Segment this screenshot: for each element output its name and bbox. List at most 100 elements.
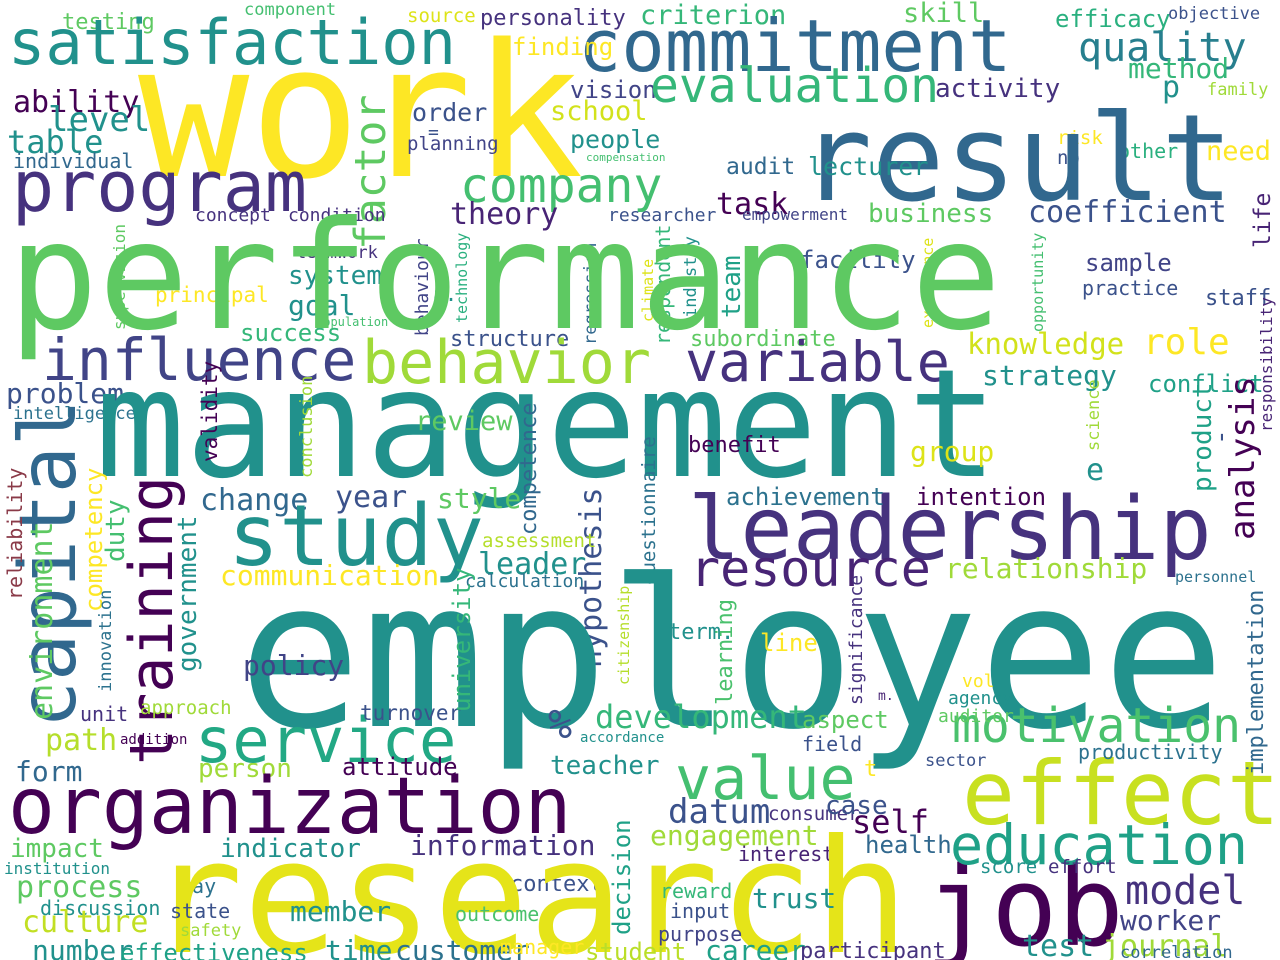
- word-customer: customer: [395, 934, 530, 960]
- word-task: task: [716, 187, 789, 222]
- word-objective: objective: [1168, 4, 1261, 24]
- word-aspect: aspect: [802, 706, 889, 734]
- word-t: t: [864, 757, 878, 782]
- word-journal: journal: [1102, 929, 1229, 960]
- word-discussion: discussion: [40, 896, 161, 920]
- word-government: government: [173, 515, 203, 672]
- word-reward: reward: [660, 879, 733, 903]
- word-e: e: [1086, 453, 1105, 488]
- word-condition: condition: [288, 205, 386, 226]
- word-conflict: conflict: [1148, 370, 1264, 398]
- word-consumer: consumer: [768, 803, 860, 825]
- word-variable: variable: [685, 330, 950, 394]
- word-decision: decision: [608, 819, 636, 935]
- word-correlation: correlation: [1120, 943, 1233, 960]
- word-impact: impact: [10, 834, 104, 864]
- word-person: person: [198, 754, 292, 784]
- word-theory: theory: [450, 197, 559, 232]
- word-evaluation: evaluation: [650, 58, 939, 114]
- word-teacher: teacher: [550, 751, 660, 781]
- word-goal: goal: [288, 289, 356, 322]
- word-manager: manager: [500, 935, 585, 959]
- word-implementation: implementation: [1244, 589, 1269, 775]
- word-activity: activity: [935, 74, 1061, 104]
- word-method: method: [1128, 52, 1230, 85]
- word-conclusion: conclusion: [297, 375, 317, 478]
- word-addition: addition: [120, 732, 188, 748]
- word-accordance: accordance: [580, 730, 665, 746]
- word-ability: ability: [13, 85, 140, 120]
- word-value: value: [675, 744, 856, 814]
- word-state: state: [170, 899, 231, 923]
- word-communication: communication: [220, 559, 440, 592]
- word-learning: learning: [713, 599, 738, 705]
- word-teamwork: teamwork: [296, 243, 378, 263]
- word-worker: worker: [1120, 904, 1222, 937]
- word-unit: unit: [80, 702, 129, 726]
- word-success: success: [240, 319, 342, 347]
- word-organization: organization: [8, 762, 572, 852]
- word-risk: risk: [1057, 127, 1103, 149]
- word-turnover: turnover: [360, 701, 462, 725]
- word-relationship: relationship: [945, 552, 1148, 585]
- word-resource: resource: [690, 540, 931, 598]
- word-change: change: [200, 483, 309, 518]
- word-staff: staff: [1205, 286, 1272, 311]
- word-style: style: [437, 482, 522, 515]
- word-need: need: [1206, 136, 1272, 167]
- word-problem: problem: [6, 377, 125, 410]
- word-facility: facility: [800, 246, 916, 274]
- word-job: job: [925, 843, 1124, 960]
- word-productivity: productivity: [1078, 740, 1223, 764]
- word-: -: [1206, 429, 1236, 445]
- word-health: health: [865, 831, 952, 859]
- word-vision: vision: [570, 76, 657, 104]
- word-knowledge: knowledge: [967, 327, 1125, 361]
- word-field: field: [802, 732, 863, 756]
- word-performance: performance: [8, 190, 1002, 364]
- word-path: path: [45, 723, 118, 758]
- word-sample: sample: [1085, 249, 1172, 277]
- word-group: group: [910, 435, 995, 468]
- word-result: result: [800, 90, 1234, 229]
- word-reliability: reliability: [3, 467, 27, 600]
- word-agency: agency: [948, 688, 1014, 709]
- word-lecturer: lecturer: [808, 152, 929, 181]
- word-leadership: leadership: [688, 478, 1212, 580]
- word-environment: environment: [25, 521, 60, 720]
- word-analysis: analysis: [1223, 376, 1263, 540]
- word-school: school: [550, 96, 648, 127]
- word-interest: interest: [738, 842, 835, 866]
- word-benefit: benefit: [688, 433, 781, 458]
- word-personnel: personnel: [1175, 568, 1257, 586]
- word-auditor: auditor: [938, 706, 1014, 727]
- word-skill: skill: [903, 0, 985, 29]
- word-life: life: [1250, 192, 1276, 248]
- word-competence: competence: [517, 402, 542, 535]
- word-finding: finding: [512, 33, 614, 61]
- word-self: self: [852, 803, 930, 841]
- word-science: science: [1084, 379, 1104, 451]
- word-university: university: [448, 567, 476, 713]
- word-development: development: [595, 698, 807, 736]
- word-trust: trust: [752, 882, 837, 915]
- word-criterion: criterion: [640, 0, 787, 31]
- word-safety: safety: [180, 921, 242, 941]
- word-validity: validity: [198, 360, 222, 462]
- word-people: people: [570, 125, 661, 154]
- word-service: service: [195, 704, 457, 777]
- word-line: line: [760, 629, 818, 657]
- word-influence: influence: [42, 326, 357, 394]
- word-score: score: [980, 856, 1038, 878]
- word-management: management: [95, 338, 999, 512]
- word-member: member: [290, 895, 392, 928]
- word-company: company: [460, 158, 663, 214]
- word-quality: quality: [1078, 25, 1247, 71]
- word-study: study: [228, 487, 484, 586]
- word-time: time: [325, 934, 393, 960]
- word-career: career: [705, 934, 807, 960]
- word-: =: [428, 122, 439, 143]
- word-intention: intention: [916, 483, 1047, 511]
- word-year: year: [335, 480, 408, 515]
